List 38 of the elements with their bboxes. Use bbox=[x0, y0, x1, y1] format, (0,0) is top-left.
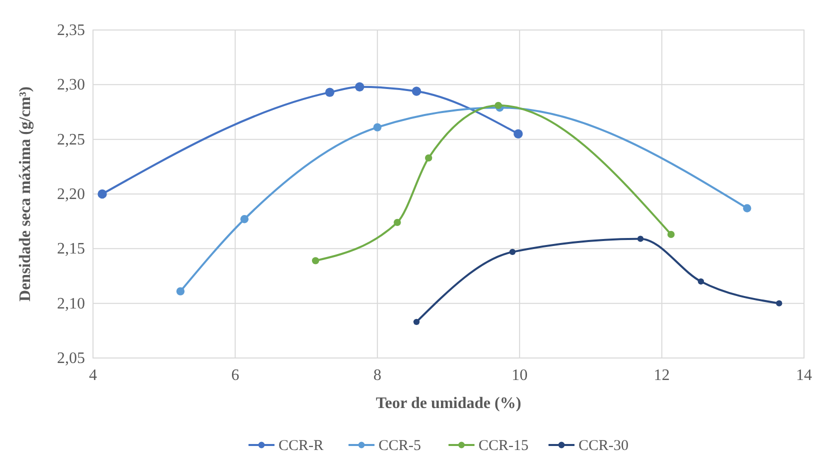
point bbox=[98, 189, 107, 199]
point bbox=[424, 154, 432, 162]
y-tick-label: 2,10 bbox=[57, 295, 85, 312]
x-tick-label: 12 bbox=[654, 367, 670, 384]
x-tick-label: 8 bbox=[373, 367, 382, 384]
point bbox=[312, 257, 320, 264]
point bbox=[698, 278, 704, 285]
y-tick-label: 2,35 bbox=[57, 22, 85, 39]
point bbox=[412, 86, 422, 96]
y-axis-title: Densidade seca máxima (g/cm³) bbox=[17, 86, 34, 302]
y-tick-label: 2,20 bbox=[57, 186, 85, 203]
point bbox=[743, 204, 752, 212]
point bbox=[355, 82, 364, 92]
x-tick-label: 4 bbox=[89, 367, 97, 384]
point bbox=[394, 218, 401, 226]
x-tick-label: 10 bbox=[512, 367, 528, 384]
point bbox=[413, 318, 420, 326]
point bbox=[776, 300, 782, 306]
y-tick-label: 2,05 bbox=[57, 350, 85, 367]
legend-label: CCR-30 bbox=[578, 438, 629, 454]
y-tick-label: 2,30 bbox=[57, 76, 85, 94]
point bbox=[667, 230, 675, 238]
legend-label: CCR-15 bbox=[478, 438, 529, 454]
point bbox=[176, 287, 185, 296]
point bbox=[509, 248, 516, 256]
point bbox=[325, 88, 334, 97]
point bbox=[373, 123, 382, 132]
point bbox=[494, 102, 502, 110]
point bbox=[637, 236, 644, 242]
y-tick-label: 2,15 bbox=[57, 240, 85, 258]
legend-label: CCR-5 bbox=[378, 438, 422, 454]
point bbox=[514, 129, 523, 138]
x-axis-title: Teor de umidade (%) bbox=[376, 395, 522, 412]
y-tick-label: 2,25 bbox=[57, 131, 85, 148]
legend-label: CCR-R bbox=[278, 438, 324, 454]
point bbox=[240, 215, 249, 224]
x-tick-label: 6 bbox=[231, 367, 240, 384]
x-tick-label: 14 bbox=[796, 367, 812, 384]
